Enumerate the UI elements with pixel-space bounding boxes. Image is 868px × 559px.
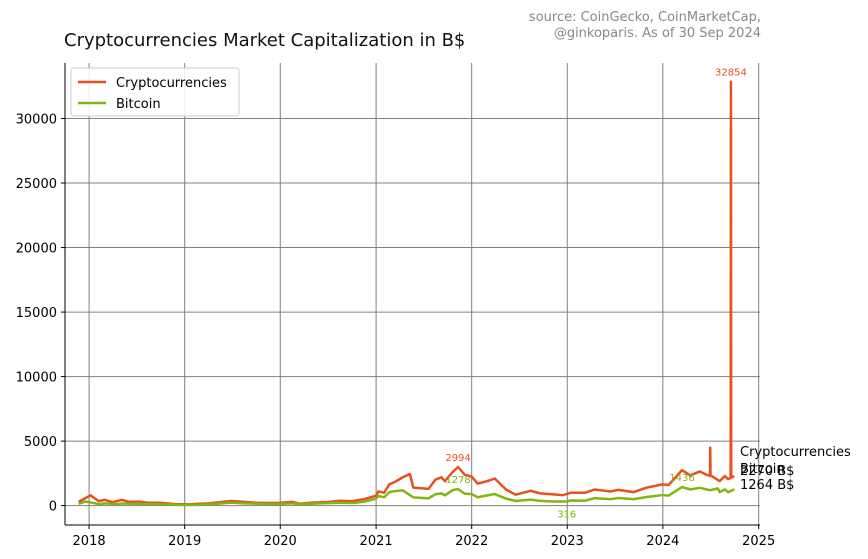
- grid: [65, 63, 760, 525]
- source-note-line-2: @ginkoparis. As of 30 Sep 2024: [554, 26, 761, 41]
- source-note-line-1: source: CoinGecko, CoinMarketCap,: [529, 10, 761, 25]
- end-label-value: 2270 B$: [740, 464, 794, 479]
- end-label-series-name: Cryptocurrencies: [740, 445, 851, 460]
- y-tick-label: 30000: [16, 112, 57, 127]
- x-tick-label: 2018: [73, 534, 106, 549]
- data-label: 1278: [445, 475, 470, 486]
- x-tick-label: 2020: [264, 534, 297, 549]
- legend: Cryptocurrencies Bitcoin: [70, 67, 240, 117]
- data-label: 1436: [669, 473, 694, 484]
- end-label-series-name: Bitcoin: [740, 462, 785, 477]
- x-tick-label: 2025: [742, 534, 775, 549]
- x-tick-label: 2019: [168, 534, 201, 549]
- y-tick-label: 0: [49, 500, 57, 515]
- x-tick-label: 2022: [455, 534, 488, 549]
- y-tick-label: 10000: [16, 371, 57, 386]
- axes: 0 5000 10000 15000 20000 25000 30000 2018 2019 20…: [16, 63, 775, 549]
- x-tick-label: 2024: [646, 534, 679, 549]
- end-label-value: 1264 B$: [740, 478, 794, 493]
- series-lines: [78, 80, 735, 507]
- legend-label: Bitcoin: [116, 97, 161, 112]
- data-label: 32854: [715, 68, 747, 79]
- y-tick-label: 25000: [16, 177, 57, 192]
- y-tick-label: 15000: [16, 306, 57, 321]
- legend-box: [70, 67, 240, 117]
- y-tick-label: 5000: [24, 435, 57, 450]
- data-label: 2994: [445, 453, 470, 464]
- series-line-bitcoin: [78, 485, 735, 507]
- chart-title: Cryptocurrencies Market Capitalization i…: [64, 30, 465, 51]
- x-tick-label: 2021: [360, 534, 393, 549]
- y-tick-label: 20000: [16, 242, 57, 257]
- x-tick-label: 2023: [551, 534, 584, 549]
- data-label: 316: [557, 510, 576, 521]
- legend-label: Cryptocurrencies: [116, 76, 227, 91]
- data-annotations: 2994 32854 1278 316 1436: [445, 68, 747, 521]
